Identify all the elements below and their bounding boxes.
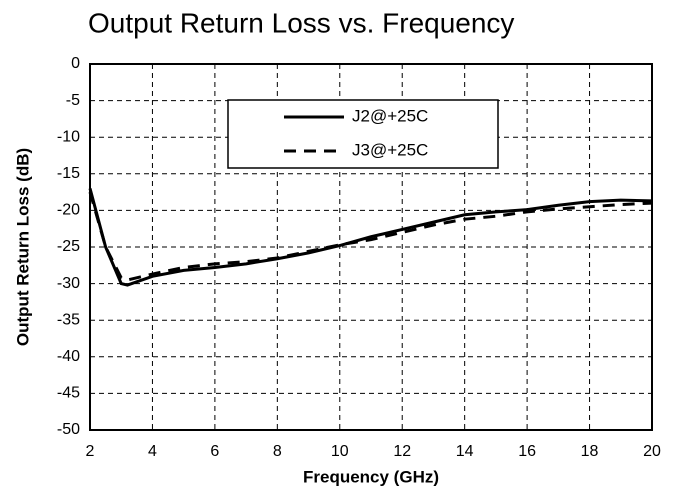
y-tick-label: -5 (66, 92, 80, 109)
x-tick-label: 12 (393, 443, 411, 460)
chart-title: Output Return Loss vs. Frequency (88, 7, 514, 38)
data-line (88, 188, 653, 287)
x-tick-label: 10 (331, 443, 349, 460)
x-tick-label: 14 (456, 443, 474, 460)
y-tick-label: -45 (57, 385, 80, 402)
y-axis-label: Output Return Loss (dB) (13, 148, 32, 346)
x-tick-label: 8 (273, 443, 282, 460)
data-line (88, 191, 653, 282)
x-tick-label: 2 (86, 443, 95, 460)
y-tick-label: -15 (57, 165, 80, 182)
y-tick-label: -35 (57, 311, 80, 328)
x-tick-label: 18 (581, 443, 599, 460)
legend-label: J3@+25C (352, 140, 428, 159)
y-tick-label: -20 (57, 202, 80, 219)
legend-label: J2@+25C (352, 106, 428, 125)
x-tick-label: 20 (643, 443, 661, 460)
x-axis-label: Frequency (GHz) (303, 467, 439, 486)
legend-box (227, 99, 499, 169)
y-tick-label: -30 (57, 275, 80, 292)
plot-frame (89, 63, 653, 431)
y-tick-label: -10 (57, 128, 80, 145)
legend: J2@+25C J3@+25C (227, 99, 499, 169)
x-tick-label: 4 (148, 443, 157, 460)
x-tick-label: 16 (518, 443, 536, 460)
y-tick-label: -40 (57, 348, 80, 365)
y-tick-label: 0 (71, 55, 80, 72)
x-tick-label: 6 (210, 443, 219, 460)
y-tick-label: -50 (57, 421, 80, 438)
y-tick-label: -25 (57, 238, 80, 255)
